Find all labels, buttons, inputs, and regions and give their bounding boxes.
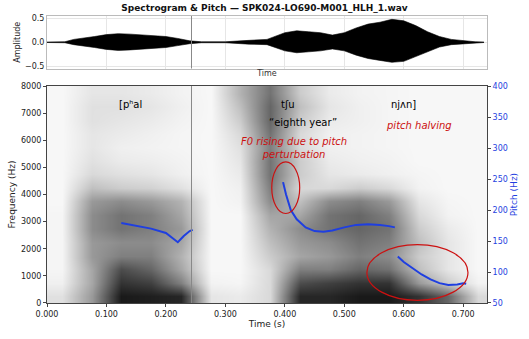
svg-text:pitch halving: pitch halving bbox=[386, 120, 452, 131]
svg-text:200: 200 bbox=[493, 206, 508, 215]
svg-text:njʌn]: njʌn] bbox=[391, 99, 416, 110]
svg-text:F0 rising due to pitchperturba: F0 rising due to pitchperturbation bbox=[241, 136, 347, 160]
svg-text:100: 100 bbox=[493, 268, 508, 277]
svg-text:50: 50 bbox=[493, 299, 503, 308]
svg-text:0.200: 0.200 bbox=[154, 310, 177, 319]
svg-text:3000: 3000 bbox=[21, 217, 41, 226]
svg-text:Pitch (Hz): Pitch (Hz) bbox=[509, 173, 519, 216]
svg-text:0.500: 0.500 bbox=[333, 310, 356, 319]
svg-text:Time (s): Time (s) bbox=[248, 319, 286, 329]
svg-text:0.600: 0.600 bbox=[392, 310, 415, 319]
svg-text:1000: 1000 bbox=[21, 272, 41, 281]
svg-text:0.100: 0.100 bbox=[95, 310, 118, 319]
svg-text:350: 350 bbox=[493, 113, 508, 122]
svg-text:5000: 5000 bbox=[21, 163, 41, 172]
svg-text:Amplitude: Amplitude bbox=[13, 22, 22, 63]
svg-text:Frequency (Hz): Frequency (Hz) bbox=[7, 161, 17, 229]
svg-text:8000: 8000 bbox=[21, 82, 41, 91]
svg-text:Spectrogram & Pitch — SPK024-L: Spectrogram & Pitch — SPK024-LO690-M001_… bbox=[121, 3, 407, 13]
svg-text:[pʰal: [pʰal bbox=[119, 99, 142, 110]
svg-text:6000: 6000 bbox=[21, 136, 41, 145]
svg-text:Time: Time bbox=[256, 69, 277, 78]
svg-text:0.700: 0.700 bbox=[452, 310, 475, 319]
svg-text:tʃu: tʃu bbox=[281, 99, 295, 110]
svg-text:400: 400 bbox=[493, 82, 508, 91]
svg-text:−0.5: −0.5 bbox=[25, 62, 44, 71]
svg-text:0.0: 0.0 bbox=[32, 38, 45, 47]
svg-text:4000: 4000 bbox=[21, 190, 41, 199]
svg-text:7000: 7000 bbox=[21, 109, 41, 118]
svg-text:300: 300 bbox=[493, 144, 508, 153]
svg-text:150: 150 bbox=[493, 237, 508, 246]
svg-text:0.000: 0.000 bbox=[36, 310, 59, 319]
svg-text:2000: 2000 bbox=[21, 245, 41, 254]
svg-text:0.400: 0.400 bbox=[273, 310, 296, 319]
svg-text:0.300: 0.300 bbox=[214, 310, 237, 319]
svg-text:0: 0 bbox=[36, 299, 41, 308]
svg-text:250: 250 bbox=[493, 175, 508, 184]
svg-text:“eighth year”: “eighth year” bbox=[269, 117, 337, 128]
svg-text:0.5: 0.5 bbox=[32, 14, 45, 23]
